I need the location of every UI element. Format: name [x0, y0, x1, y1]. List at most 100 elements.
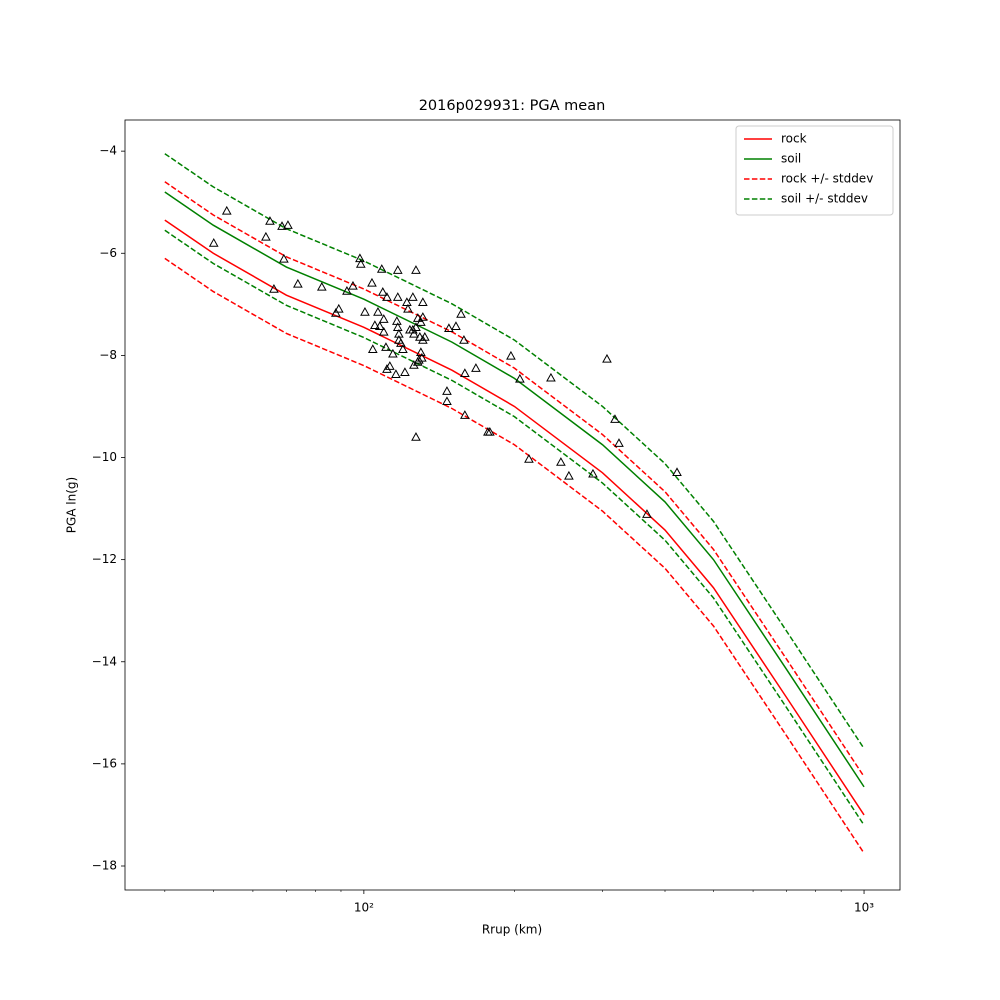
- observation-marker: [355, 258, 366, 268]
- x-tick-label: 10³: [854, 901, 874, 915]
- observation-marker: [413, 354, 424, 364]
- observation-marker: [360, 306, 370, 316]
- observation-marker: [377, 287, 388, 296]
- observation-marker: [442, 396, 452, 406]
- observation-marker: [279, 253, 289, 263]
- y-tick-label: −6: [99, 246, 117, 260]
- observation-marker: [524, 454, 534, 463]
- observation-marker: [408, 292, 418, 301]
- observation-marker: [409, 328, 419, 338]
- observation-marker: [370, 320, 380, 329]
- observation-marker: [418, 312, 428, 321]
- observation-marker: [392, 265, 403, 274]
- observation-marker: [293, 278, 303, 288]
- observation-marker: [398, 344, 408, 353]
- observation-marker: [265, 216, 275, 225]
- observation-marker: [382, 292, 392, 301]
- observation-marker: [221, 205, 232, 215]
- observation-marker: [411, 432, 421, 441]
- legend-box: [735, 125, 894, 216]
- observation-marker: [384, 361, 395, 370]
- observation-marker: [485, 426, 495, 436]
- observation-marker: [208, 238, 219, 247]
- legend-label: rock: [781, 132, 807, 146]
- observation-marker: [419, 331, 430, 341]
- observation-marker: [403, 303, 413, 313]
- observation-marker: [382, 364, 392, 373]
- y-tick-label: −10: [92, 450, 117, 464]
- observation-marker: [416, 317, 426, 326]
- observation-marker: [614, 438, 624, 447]
- legend-label: soil: [781, 152, 801, 166]
- curve: [164, 257, 865, 854]
- plot-frame: [124, 119, 901, 891]
- observation-marker: [444, 323, 454, 333]
- y-tick-label: −12: [92, 552, 117, 566]
- observation-marker: [442, 386, 452, 395]
- observation-marker: [269, 283, 279, 293]
- observation-marker: [602, 353, 612, 363]
- y-tick-label: −8: [99, 348, 117, 362]
- observation-marker: [374, 321, 385, 330]
- observation-marker: [556, 457, 566, 466]
- observation-marker: [367, 344, 378, 353]
- observation-marker: [411, 322, 421, 332]
- observation-marker: [459, 335, 469, 344]
- observation-marker: [460, 410, 470, 419]
- observation-marker: [378, 314, 389, 323]
- y-tick-label: −4: [99, 144, 117, 158]
- observation-marker: [417, 352, 427, 362]
- observation-marker: [283, 220, 293, 229]
- observation-marker: [392, 316, 402, 325]
- x-axis-label: Rrup (km): [482, 923, 542, 937]
- observation-marker: [411, 265, 421, 274]
- observation-marker: [564, 470, 574, 480]
- observation-marker: [456, 309, 466, 318]
- observation-marker: [546, 372, 556, 382]
- observation-marker: [515, 373, 525, 383]
- observation-marker: [392, 292, 403, 301]
- y-axis-label: PGA ln(g): [65, 477, 79, 533]
- observation-marker: [672, 467, 682, 477]
- observation-marker: [342, 286, 352, 295]
- observation-marker: [409, 360, 419, 369]
- legend-label: rock +/- stddev: [781, 172, 873, 186]
- observation-marker: [588, 468, 598, 478]
- y-tick-label: −14: [92, 654, 117, 668]
- chart-title: 2016p029931: PGA mean: [419, 98, 606, 114]
- observation-marker: [418, 297, 428, 306]
- observation-marker: [610, 414, 620, 423]
- observation-marker: [373, 306, 383, 316]
- observation-marker: [400, 367, 410, 376]
- observation-marker: [396, 338, 406, 347]
- observation-marker: [388, 348, 398, 358]
- observation-marker: [642, 509, 652, 518]
- x-tick-label: 10²: [354, 901, 374, 915]
- y-tick-label: −16: [92, 756, 117, 770]
- observation-marker: [348, 280, 358, 290]
- observation-marker: [381, 342, 391, 351]
- observation-marker: [392, 322, 403, 332]
- observation-marker: [408, 324, 418, 334]
- observation-marker: [316, 281, 327, 291]
- observation-marker: [415, 331, 425, 341]
- observation-marker: [506, 350, 516, 360]
- observation-marker: [376, 264, 387, 273]
- observation-marker: [277, 221, 287, 230]
- observation-marker: [471, 363, 481, 372]
- curve: [164, 181, 865, 778]
- y-tick-label: −18: [92, 859, 117, 873]
- observation-marker: [333, 303, 344, 313]
- observation-marker: [451, 321, 461, 330]
- observation-marker: [367, 277, 377, 287]
- observation-marker: [402, 297, 412, 306]
- curve: [164, 153, 865, 749]
- observation-marker: [378, 326, 389, 336]
- observation-marker: [460, 368, 470, 377]
- curve: [164, 229, 865, 826]
- observation-marker: [394, 328, 404, 338]
- observation-marker: [261, 231, 271, 241]
- curve: [164, 191, 865, 788]
- curve: [164, 219, 865, 816]
